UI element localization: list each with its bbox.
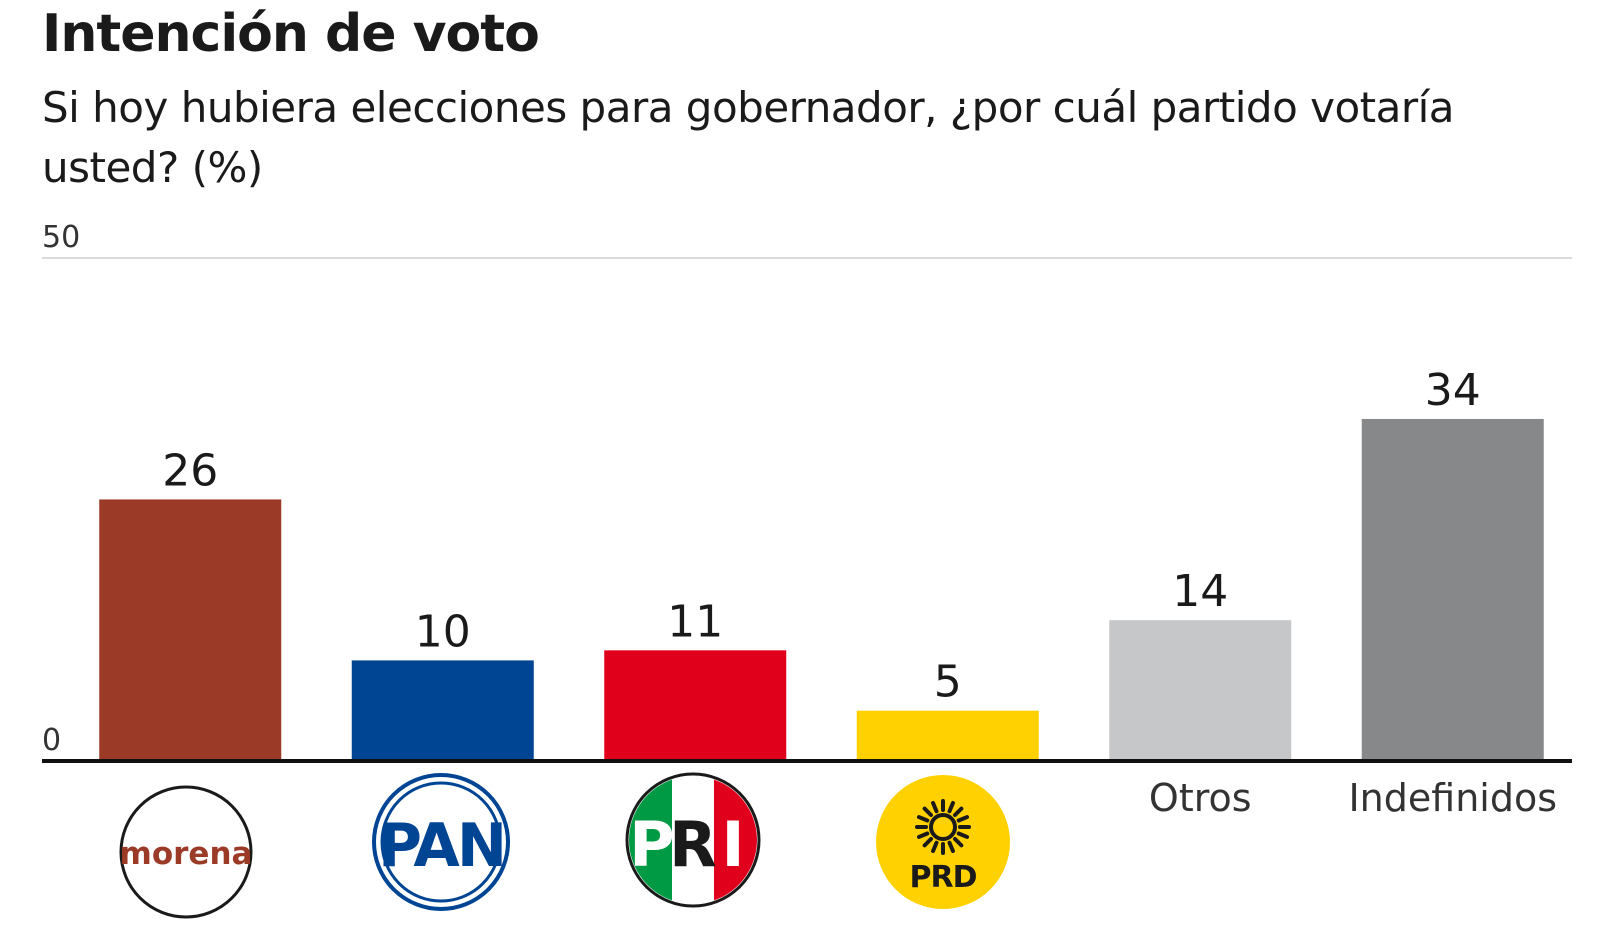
bar — [856, 710, 1039, 761]
bar-value-label: 11 — [667, 596, 723, 647]
chart-title: Intención de voto — [42, 4, 540, 64]
bar-value-label: 14 — [1172, 566, 1228, 617]
prd-logo: PRD — [876, 775, 1010, 909]
y-tick-label: 50 — [42, 220, 80, 255]
party-logos: morena PAN P R I — [119, 772, 1010, 919]
x-tick-label: Otros — [1149, 776, 1252, 820]
bar — [99, 499, 282, 761]
chart-subtitle: Si hoy hubiera elecciones para gobernado… — [42, 83, 1455, 192]
bar-value-label: 34 — [1425, 365, 1481, 416]
bar-value-label: 26 — [162, 445, 218, 496]
bar — [1109, 620, 1292, 761]
bar — [351, 660, 534, 761]
pri-logo-letter-i: I — [721, 808, 744, 881]
pan-logo-text: PAN — [378, 811, 504, 881]
sun-icon — [915, 799, 971, 855]
pri-logo-letter-p: P — [629, 808, 674, 881]
pri-logo-letter-r: R — [669, 808, 717, 881]
morena-logo: morena — [119, 785, 253, 919]
morena-logo-text: morena — [120, 836, 253, 872]
bar — [1361, 418, 1544, 761]
pri-logo: P R I — [625, 772, 761, 908]
bar-value-label: 5 — [934, 657, 962, 708]
x-tick-label: Indefinidos — [1348, 776, 1557, 820]
bars: 26 10 11 5 14 Otros 34 Indefinidos — [42, 365, 1572, 820]
prd-logo-text: PRD — [910, 860, 977, 895]
bar — [604, 650, 787, 761]
bar-value-label: 10 — [415, 606, 471, 657]
y-tick-label: 0 — [42, 723, 61, 758]
pan-logo: PAN — [372, 773, 510, 911]
gridlines: 50 0 — [42, 220, 1572, 758]
